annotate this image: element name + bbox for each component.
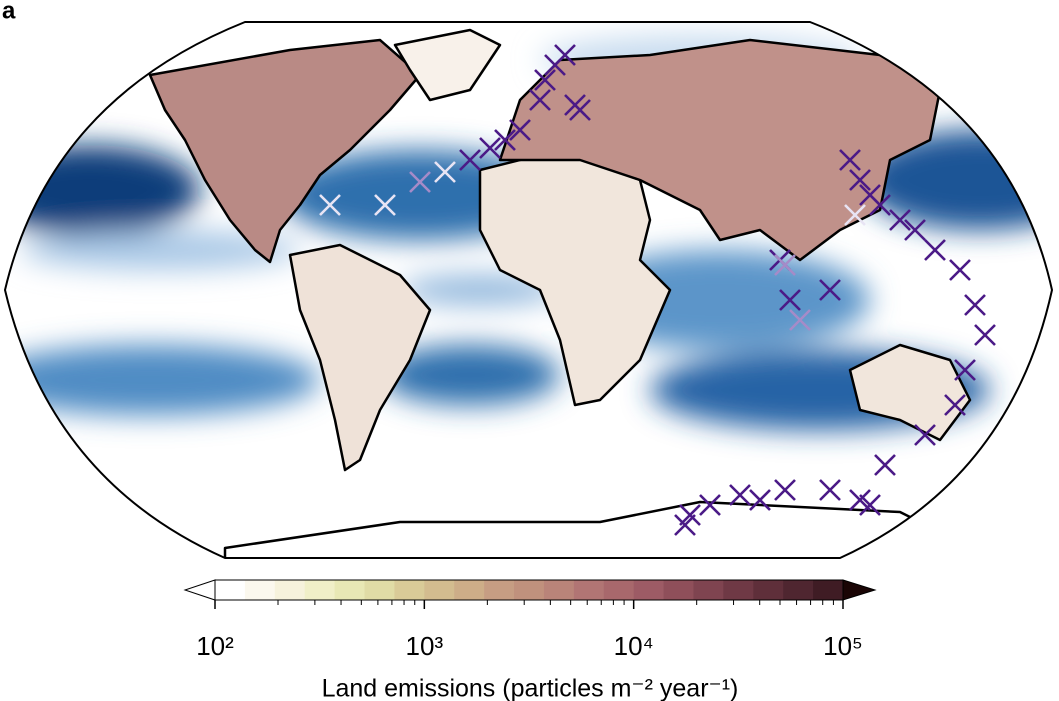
tick-label: 10³ [406, 631, 444, 661]
extend-high [842, 579, 877, 601]
color-segment [514, 580, 545, 600]
map [5, 28, 1052, 558]
panel-label: a [2, 0, 16, 24]
color-segment [633, 580, 665, 600]
color-segment [484, 580, 515, 600]
color-segment [813, 580, 844, 600]
color-segment [304, 580, 336, 600]
color-segment [603, 580, 635, 600]
color-segment [663, 580, 694, 600]
colorbar-label: Land emissions (particles m⁻² year⁻¹) [322, 675, 739, 701]
tick-label: 10⁵ [823, 631, 863, 661]
color-segment [753, 580, 784, 600]
color-segment [573, 580, 605, 600]
color-segment [394, 580, 425, 600]
color-segment [723, 580, 754, 600]
color-segment [543, 580, 575, 600]
color-segment [454, 580, 485, 600]
tick-label: 10⁴ [614, 631, 654, 661]
colorbar-frame [214, 579, 844, 601]
color-segment [215, 580, 246, 600]
tick-label: 10² [196, 631, 234, 661]
color-segment [334, 580, 366, 600]
color-segment [274, 580, 306, 600]
color-segment [364, 580, 395, 600]
map-frame [3, 21, 1054, 559]
color-segment [244, 580, 276, 600]
color-segment [693, 580, 724, 600]
colorbar: 10² 10³ 10⁴ 10⁵ [183, 579, 877, 661]
color-segment [783, 580, 814, 600]
extend-low [183, 579, 216, 601]
color-segment [424, 580, 455, 600]
